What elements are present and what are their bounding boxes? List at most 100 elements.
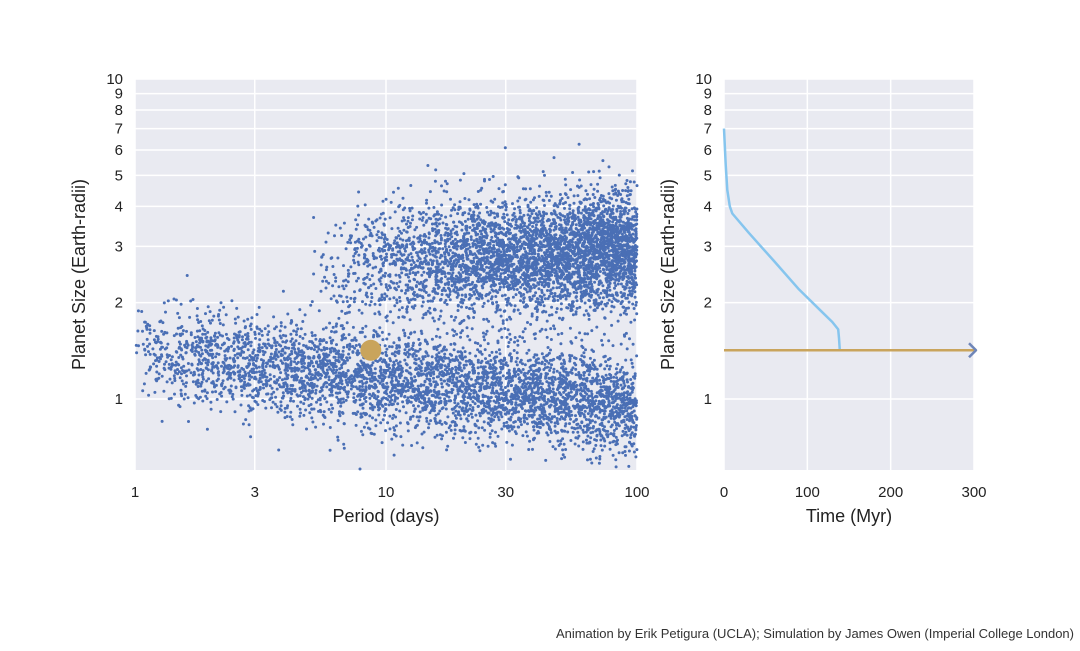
data-point [185,329,188,333]
data-point [556,408,560,412]
data-point [568,422,571,426]
data-point [616,422,620,426]
data-point [252,356,256,360]
data-point [460,369,464,373]
data-point [529,372,533,376]
data-point [385,368,389,372]
data-point [590,392,594,396]
data-point [200,373,204,377]
data-point [601,385,605,389]
data-point [495,355,499,359]
data-point [411,388,415,392]
data-point [390,388,394,392]
data-point [247,383,251,387]
data-point [490,376,494,380]
y-tick-label: 1 [115,391,123,408]
data-point [403,331,407,335]
data-point [529,404,533,408]
data-point [204,336,208,340]
data-point [310,396,314,400]
data-point [580,411,584,415]
data-point [553,429,557,433]
data-point [332,379,336,383]
data-point [191,345,195,349]
data-point [350,374,354,378]
data-point [622,401,626,405]
data-point [440,349,444,353]
data-point [247,409,251,413]
data-point [254,359,258,363]
data-point [598,393,602,397]
data-point [514,406,518,410]
data-point [632,401,636,404]
data-point [496,434,500,438]
data-point [233,332,236,336]
data-point [581,406,585,410]
data-point [583,409,587,413]
data-point [578,331,582,335]
data-point [358,380,362,384]
data-point [444,226,448,230]
data-point [391,364,395,367]
data-point [553,327,557,331]
data-point [359,367,363,370]
data-point [546,346,550,349]
data-point [476,419,479,423]
data-point [136,329,140,333]
data-point [248,354,252,358]
data-point [489,359,493,362]
data-point [629,436,633,440]
data-point [358,398,362,402]
data-point [598,378,601,382]
data-point [242,368,245,371]
data-point [404,389,408,393]
data-point [624,453,627,457]
data-point [445,382,449,386]
data-point [424,212,428,216]
data-point [628,427,632,431]
data-point [414,387,418,391]
data-point [621,189,625,192]
data-point [244,325,247,329]
data-point [347,380,351,384]
data-point [282,382,286,386]
data-point [414,354,418,358]
data-point [490,413,494,417]
data-point [541,415,545,419]
data-point [182,397,186,401]
data-point [438,314,442,318]
data-point [606,429,610,433]
data-point [395,236,399,240]
data-point [454,409,458,413]
data-point [347,352,351,356]
data-point [532,364,536,368]
data-point [525,434,529,438]
data-point [413,357,417,361]
data-point [385,337,389,341]
data-point [413,361,417,365]
data-point [324,286,328,290]
data-point [584,309,588,313]
data-point [163,362,166,366]
data-point [268,384,272,388]
data-point [449,369,453,373]
data-point [545,335,549,339]
data-point [354,368,358,371]
data-point [307,388,311,392]
data-point [148,352,152,356]
data-point [512,425,516,429]
data-point [627,449,631,453]
data-point [323,396,327,400]
data-point [491,383,495,387]
data-point [631,405,635,409]
data-point [183,392,187,396]
data-point [543,410,547,414]
data-point [522,213,526,217]
data-point [584,418,588,421]
data-point [160,374,164,378]
data-point [515,363,519,367]
data-point [246,332,250,335]
data-point [371,416,374,420]
data-point [291,374,294,378]
data-point [328,359,331,363]
